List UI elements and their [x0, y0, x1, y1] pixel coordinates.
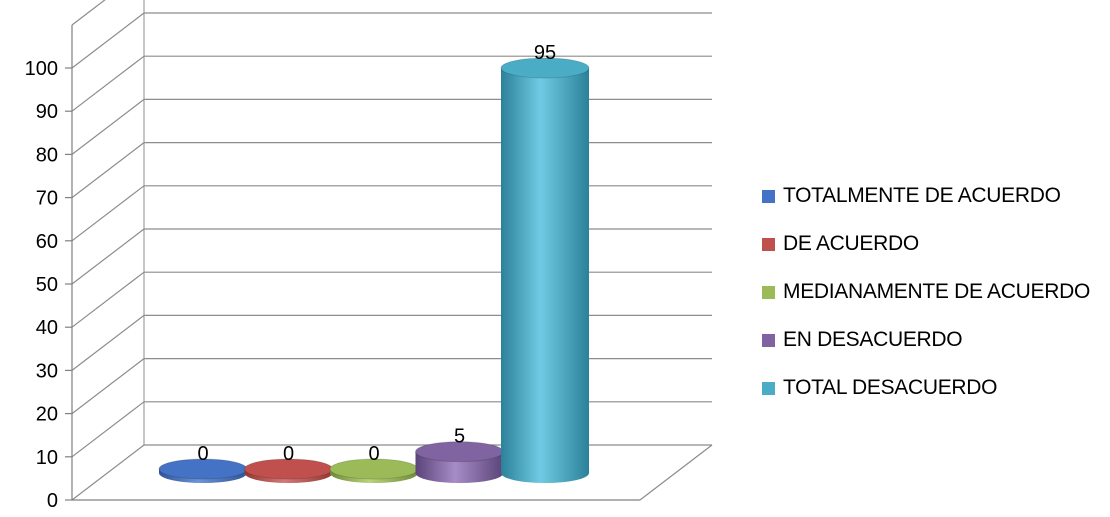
y-tick-label: 20 [36, 404, 58, 426]
gridlines [71, 0, 713, 501]
gridline-side-50 [71, 228, 145, 285]
legend-item: TOTALMENTE DE ACUERDO [762, 172, 1090, 220]
gridline-side-90 [71, 55, 145, 112]
legend-item: EN DESACUERDO [762, 316, 1090, 364]
data-label: 0 [283, 443, 294, 465]
y-tick-label: 90 [36, 101, 58, 123]
legend: TOTALMENTE DE ACUERDO DE ACUERDO MEDIANAME… [762, 172, 1090, 412]
legend-label: DE ACUERDO [783, 232, 919, 255]
legend-swatch [762, 333, 775, 347]
data-label: 0 [197, 443, 208, 465]
legend-swatch [762, 285, 775, 299]
bar-4 [415, 441, 504, 483]
data-labels: 0 0 0 5 95 [197, 42, 556, 465]
gridline-side-30 [71, 314, 145, 371]
bar-3 [329, 458, 419, 483]
gridline-side-70 [71, 142, 145, 199]
gridline-side-0 [71, 444, 145, 501]
gridline-side-10 [71, 401, 145, 458]
y-tick-label: 10 [36, 447, 58, 469]
data-label: 5 [454, 426, 465, 448]
data-label: 0 [368, 443, 379, 465]
legend-item: MEDIANAMENTE DE ACUERDO [762, 268, 1090, 316]
bar-top [500, 57, 590, 79]
bars [158, 57, 590, 483]
y-tick-label: 80 [36, 144, 58, 166]
gridline-side-100 [71, 12, 145, 69]
bar-1 [158, 458, 248, 483]
y-tick-label: 70 [36, 188, 58, 210]
legend-label: TOTAL DESACUERDO [783, 376, 998, 399]
gridline-side-20 [71, 358, 145, 415]
y-tick-label: 30 [36, 360, 58, 382]
bar-body [501, 68, 589, 483]
legend-label: EN DESACUERDO [783, 328, 963, 351]
y-tick-label: 40 [36, 317, 58, 339]
bar-2 [244, 458, 333, 483]
legend-swatch [762, 237, 775, 251]
y-tick-label: 0 [47, 490, 58, 512]
gridline-side-80 [71, 98, 145, 155]
legend-item: DE ACUERDO [762, 220, 1090, 268]
gridline-side-top [71, 0, 106, 26]
gridline-side-60 [71, 185, 145, 242]
floor-right-edge [639, 444, 713, 501]
legend-label: MEDIANAMENTE DE ACUERDO [783, 280, 1090, 303]
y-tick-label: 50 [36, 274, 58, 296]
legend-swatch [762, 381, 775, 395]
data-label: 95 [534, 42, 556, 64]
legend-item: TOTAL DESACUERDO [762, 364, 1090, 412]
legend-label: TOTALMENTE DE ACUERDO [783, 184, 1061, 207]
y-tick-label: 100 [25, 58, 58, 80]
gridline-side-40 [71, 271, 145, 328]
y-tick-label: 60 [36, 231, 58, 253]
bar-5 [500, 57, 590, 483]
legend-swatch [762, 189, 775, 203]
